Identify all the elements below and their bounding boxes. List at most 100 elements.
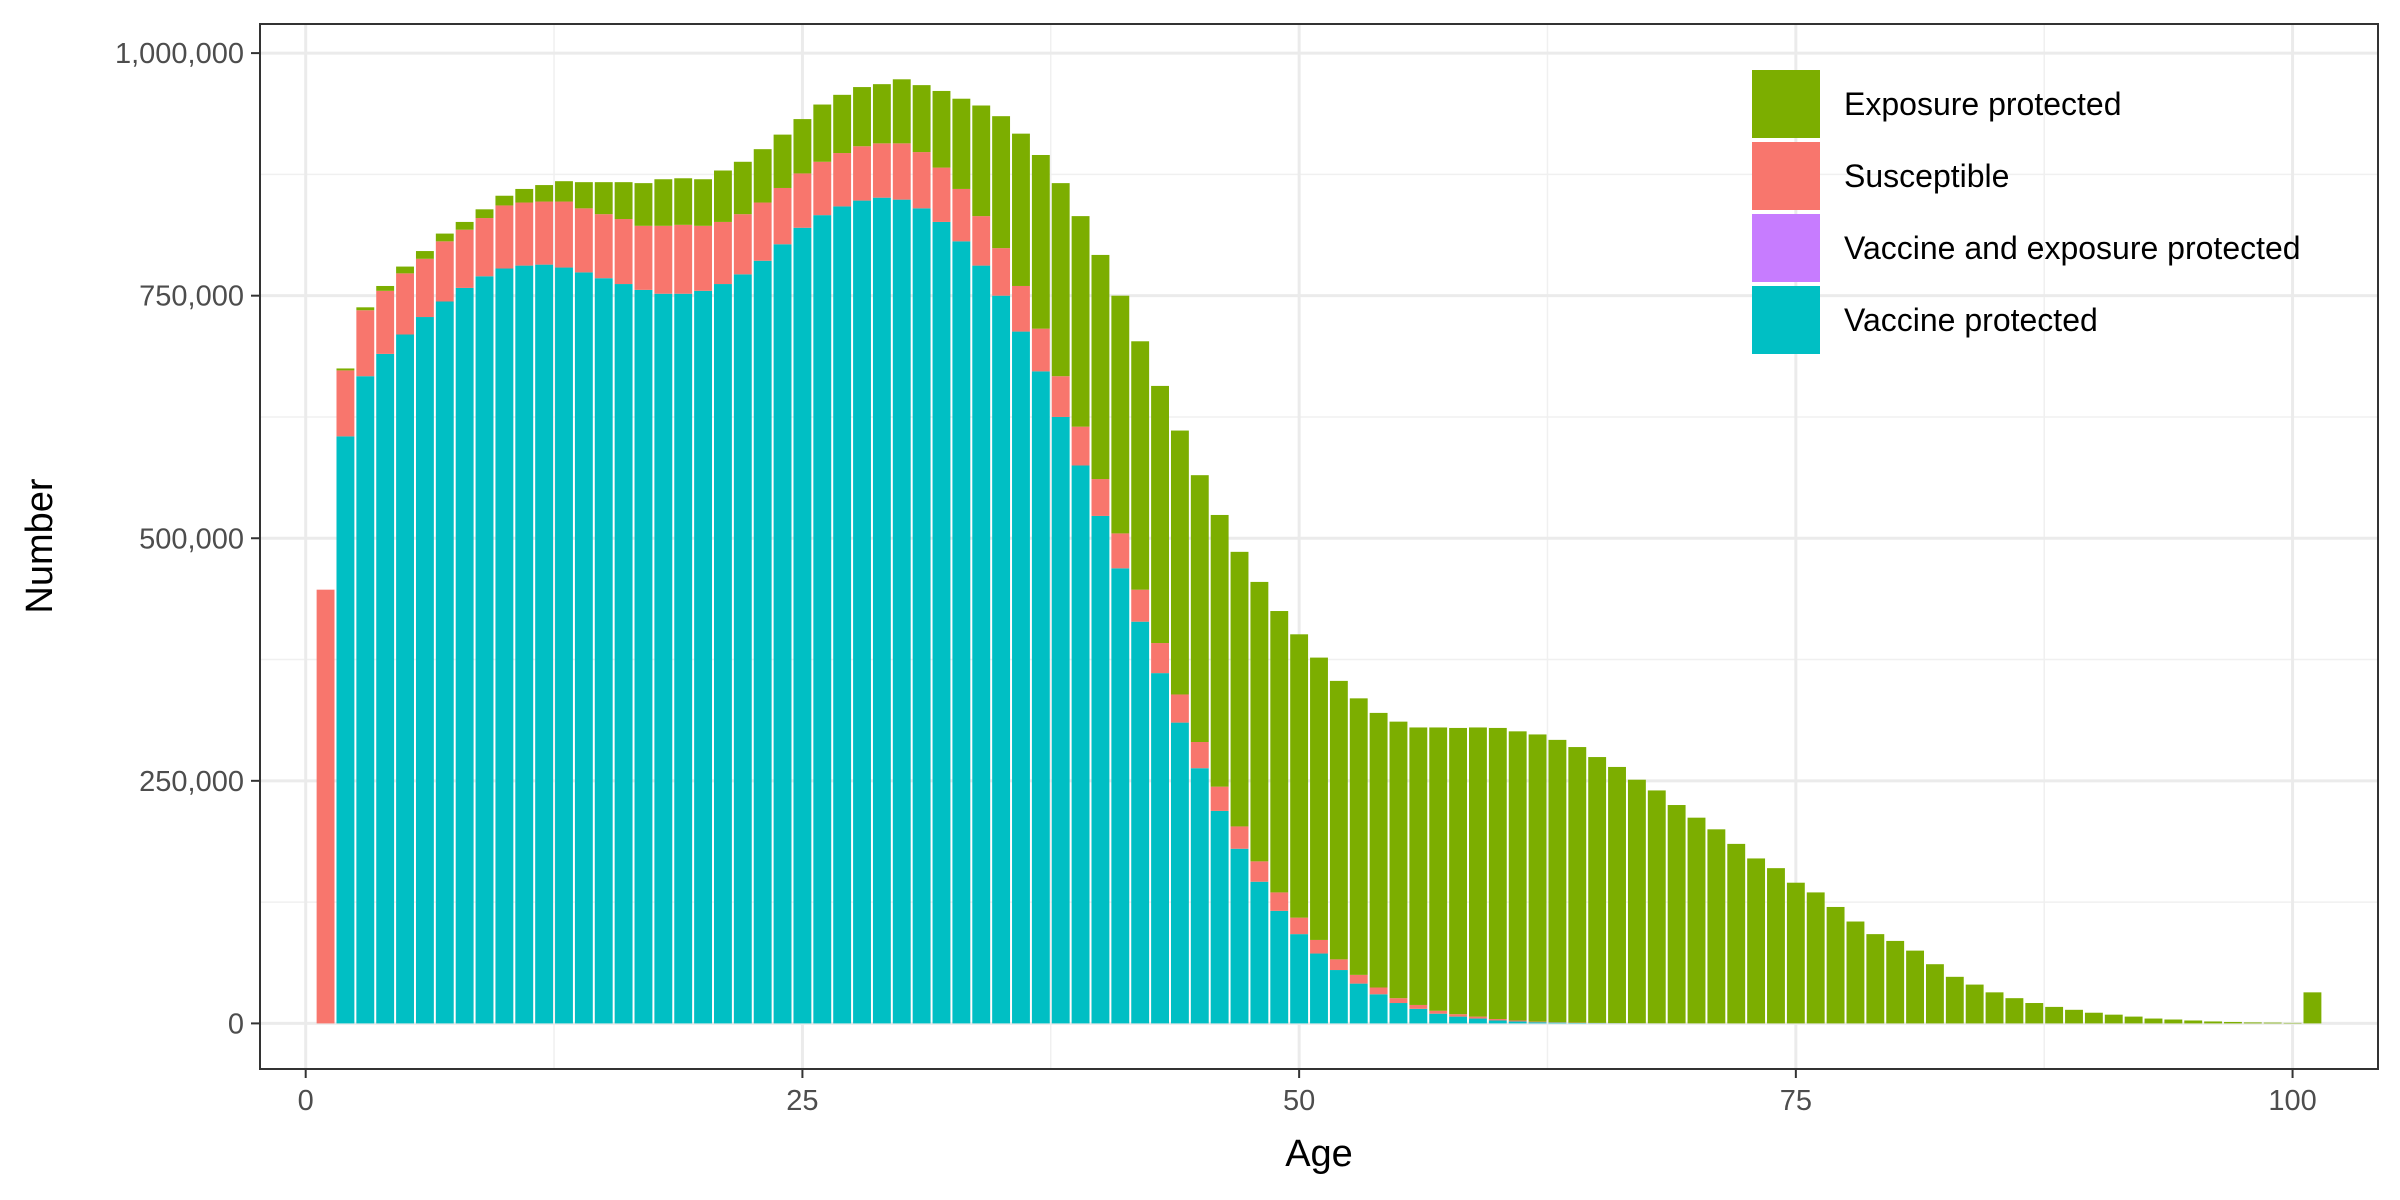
bar-vaccine-protected-age-45 — [1190, 768, 1209, 1024]
bar-vaccine-protected-age-6 — [415, 317, 434, 1024]
bar-vaccine-protected-age-2 — [336, 436, 355, 1024]
x-tick-label: 100 — [2268, 1085, 2316, 1117]
bar-exposure-protected-age-49 — [1270, 611, 1289, 893]
bar-susceptible-age-21 — [713, 221, 732, 285]
bar-susceptible-age-40 — [1091, 479, 1110, 516]
bar-susceptible-age-56 — [1409, 1004, 1428, 1009]
bar-vaccine-protected-age-25 — [793, 227, 812, 1024]
bar-susceptible-age-36 — [1012, 285, 1030, 332]
y-axis: 0 250,000 500,000 750,000 1,000,000 — [115, 38, 260, 1040]
bar-susceptible-age-62 — [1528, 1021, 1547, 1023]
bar-exposure-protected-age-11 — [515, 188, 534, 203]
bar-vaccine-protected-age-26 — [813, 215, 832, 1024]
bar-exposure-protected-age-28 — [853, 87, 871, 147]
bar-vaccine-protected-age-33 — [952, 241, 971, 1024]
bar-vaccine-protected-age-49 — [1270, 910, 1289, 1024]
bar-susceptible-age-39 — [1071, 426, 1090, 466]
bar-vaccine-protected-age-52 — [1329, 970, 1348, 1024]
bar-susceptible-age-55 — [1389, 998, 1408, 1004]
bar-susceptible-age-38 — [1051, 376, 1070, 417]
bar-vaccine-protected-age-11 — [515, 265, 534, 1024]
bar-susceptible-age-11 — [515, 202, 534, 266]
bar-vaccine-protected-age-41 — [1111, 568, 1130, 1024]
bar-exposure-protected-age-78 — [1846, 921, 1865, 1024]
y-tick-label: 500,000 — [139, 523, 244, 555]
bar-exposure-protected-age-96 — [2204, 1021, 2223, 1024]
bar-exposure-protected-age-26 — [813, 104, 832, 162]
bar-susceptible-age-19 — [674, 224, 693, 294]
bar-exposure-protected-age-72 — [1727, 843, 1746, 1024]
bar-exposure-protected-age-42 — [1131, 341, 1150, 590]
bar-vaccine-protected-age-42 — [1131, 621, 1150, 1024]
bar-exposure-protected-age-62 — [1528, 734, 1547, 1022]
bar-exposure-protected-age-35 — [992, 116, 1011, 249]
bar-exposure-protected-age-56 — [1409, 727, 1428, 1005]
bar-susceptible-age-16 — [614, 219, 633, 285]
bar-exposure-protected-age-51 — [1310, 657, 1328, 940]
bar-vaccine-protected-age-38 — [1051, 416, 1070, 1024]
bar-vaccine-protected-age-23 — [753, 260, 772, 1024]
bar-vaccine-protected-age-27 — [833, 206, 852, 1024]
bar-susceptible-age-33 — [952, 188, 971, 242]
bar-susceptible-age-60 — [1488, 1019, 1507, 1021]
bar-susceptible-age-59 — [1469, 1016, 1487, 1019]
bar-vaccine-protected-age-55 — [1389, 1003, 1408, 1024]
bar-vaccine-protected-age-40 — [1091, 515, 1110, 1024]
bar-susceptible-age-58 — [1449, 1014, 1468, 1017]
bar-exposure-protected-age-92 — [2124, 1016, 2143, 1024]
x-tick-label: 50 — [1283, 1085, 1315, 1117]
bar-exposure-protected-age-46 — [1210, 514, 1229, 787]
bar-vaccine-protected-age-10 — [495, 268, 514, 1024]
bar-susceptible-age-30 — [892, 143, 911, 200]
bar-vaccine-protected-age-61 — [1508, 1021, 1527, 1024]
bar-exposure-protected-age-57 — [1429, 727, 1448, 1011]
bar-exposure-protected-age-77 — [1826, 906, 1845, 1024]
bar-susceptible-age-27 — [833, 153, 852, 207]
legend-key-exposure-protected — [1752, 70, 1820, 138]
bar-exposure-protected-age-55 — [1389, 721, 1408, 999]
bar-exposure-protected-age-8 — [455, 221, 474, 230]
bar-exposure-protected-age-66 — [1608, 766, 1626, 1024]
bar-exposure-protected-age-52 — [1329, 680, 1348, 960]
bar-exposure-protected-age-94 — [2164, 1019, 2183, 1024]
bar-exposure-protected-age-6 — [415, 251, 434, 259]
bar-susceptible-age-54 — [1369, 987, 1388, 995]
legend-key-susceptible — [1752, 142, 1820, 210]
bar-susceptible-age-31 — [912, 152, 931, 209]
bar-exposure-protected-age-85 — [1985, 992, 2004, 1024]
bar-susceptible-age-37 — [1031, 328, 1050, 372]
bar-susceptible-age-14 — [574, 208, 593, 273]
bar-exposure-protected-age-67 — [1627, 779, 1646, 1024]
bar-susceptible-age-34 — [972, 216, 991, 266]
bar-susceptible-age-45 — [1190, 742, 1209, 769]
bar-vaccine-protected-age-21 — [713, 284, 732, 1024]
bar-exposure-protected-age-30 — [892, 79, 911, 144]
bar-vaccine-protected-age-13 — [555, 267, 573, 1024]
x-axis: 0 25 50 75 100 — [298, 1069, 2317, 1117]
bar-exposure-protected-age-45 — [1190, 475, 1209, 743]
bar-exposure-protected-age-61 — [1508, 731, 1527, 1021]
bar-susceptible-age-25 — [793, 173, 812, 228]
bar-vaccine-protected-age-59 — [1469, 1018, 1487, 1024]
bar-vaccine-protected-age-51 — [1310, 953, 1328, 1024]
bar-vaccine-protected-age-5 — [396, 334, 414, 1024]
bar-vaccine-protected-age-17 — [634, 289, 653, 1024]
bar-vaccine-protected-age-63 — [1548, 1022, 1567, 1024]
y-tick-label: 250,000 — [139, 766, 244, 798]
bar-exposure-protected-age-34 — [972, 105, 991, 217]
bar-susceptible-age-7 — [435, 241, 454, 302]
bar-susceptible-age-29 — [872, 143, 891, 198]
bar-exposure-protected-age-37 — [1031, 154, 1050, 329]
y-tick-label: 750,000 — [139, 281, 244, 313]
bar-vaccine-protected-age-48 — [1250, 881, 1269, 1024]
bar-exposure-protected-age-9 — [475, 209, 494, 219]
bar-vaccine-protected-age-56 — [1409, 1008, 1428, 1024]
bar-vaccine-protected-age-50 — [1290, 934, 1309, 1024]
bar-exposure-protected-age-71 — [1707, 829, 1726, 1024]
bar-exposure-protected-age-23 — [753, 149, 772, 203]
bar-exposure-protected-age-99 — [2263, 1022, 2282, 1024]
bar-exposure-protected-age-31 — [912, 85, 931, 153]
y-tick-label: 0 — [228, 1008, 244, 1040]
bar-vaccine-protected-age-44 — [1170, 722, 1189, 1024]
bar-exposure-protected-age-7 — [435, 233, 454, 242]
